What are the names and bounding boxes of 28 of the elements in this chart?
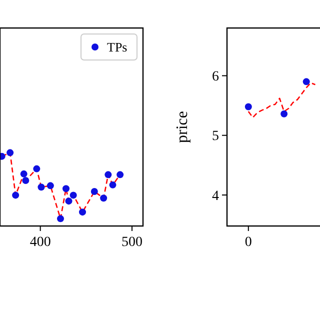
x-tick-label: 500 — [122, 235, 142, 250]
y-tick-label: 4 — [212, 188, 219, 204]
point — [57, 215, 64, 222]
point — [280, 110, 288, 118]
point — [79, 208, 86, 216]
point — [20, 170, 28, 178]
point — [65, 198, 72, 205]
y-tick-label: 6 — [212, 70, 219, 85]
point — [38, 184, 45, 191]
point — [62, 185, 70, 192]
point — [244, 103, 252, 110]
point — [302, 78, 310, 86]
point — [109, 181, 116, 188]
text: 0 — [244, 235, 252, 250]
point — [116, 171, 124, 178]
point — [22, 177, 30, 184]
point — [70, 192, 77, 199]
point — [6, 149, 14, 156]
point — [104, 171, 112, 178]
point — [33, 165, 40, 172]
point — [100, 194, 108, 202]
legend-label: TPs — [107, 40, 128, 55]
y-tick-label: 5 — [212, 129, 219, 144]
y-axis-title: price — [174, 111, 191, 143]
x-tick-label: 400 — [30, 235, 51, 250]
point — [12, 192, 20, 199]
point — [46, 182, 54, 190]
point — [90, 188, 98, 196]
